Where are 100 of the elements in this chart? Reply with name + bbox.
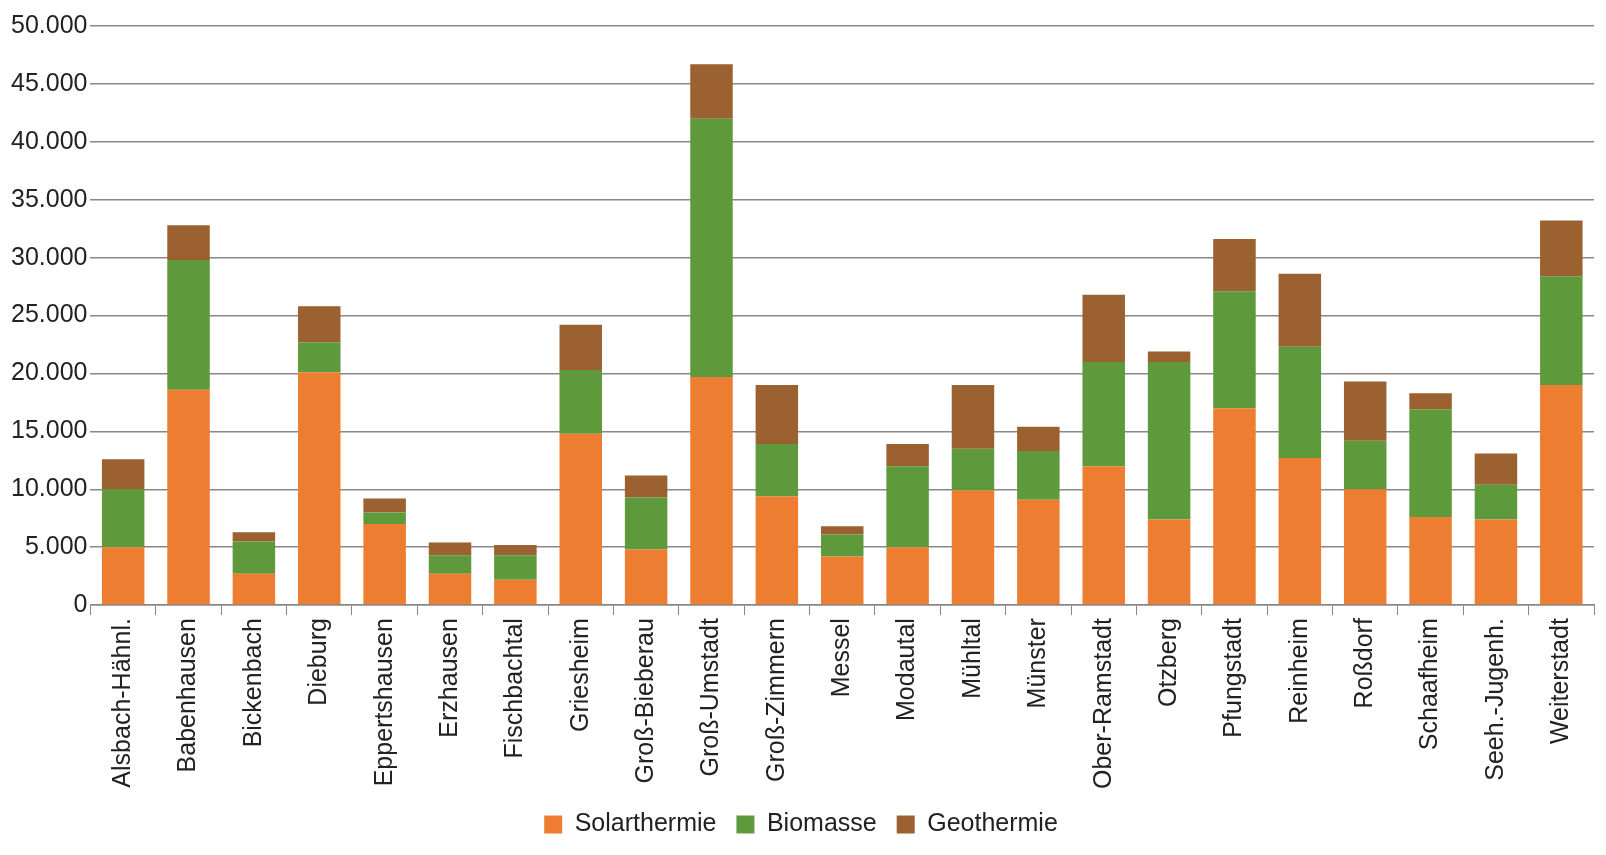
- bar: [298, 372, 341, 605]
- bar: [1147, 351, 1191, 362]
- x-tick-label: Pfungstadt: [1218, 618, 1247, 738]
- bar: [559, 324, 602, 370]
- x-tick-label: Groß-Zimmern: [760, 618, 789, 782]
- bar: [951, 448, 995, 491]
- y-tick-label: 20.000: [11, 357, 88, 386]
- bar: [820, 556, 864, 605]
- bar: [886, 444, 929, 467]
- bar: [1017, 426, 1060, 452]
- bar: [1540, 276, 1583, 386]
- x-tick-label: Weiterstadt: [1545, 618, 1574, 745]
- bar: [101, 489, 145, 548]
- y-tick-label: 30.000: [11, 241, 88, 270]
- x-tick-label: Erzhausen: [433, 618, 462, 738]
- bar: [1540, 220, 1583, 277]
- bar: [1540, 385, 1583, 605]
- y-tick-label: 35.000: [11, 183, 88, 212]
- bar: [1409, 409, 1452, 518]
- bar: [951, 490, 995, 605]
- x-tick-label: Schaafheim: [1414, 618, 1443, 751]
- bar: [559, 433, 602, 605]
- bar: [1474, 484, 1518, 520]
- bar: [1474, 453, 1518, 485]
- x-tick-label: Roßdorf: [1349, 618, 1378, 709]
- bar: [428, 573, 472, 605]
- bar: [755, 444, 799, 497]
- y-tick-label: 50.000: [11, 9, 88, 38]
- bar: [1409, 517, 1452, 605]
- bar: [232, 532, 276, 542]
- bar: [690, 64, 733, 119]
- bar: [167, 389, 210, 605]
- bar: [1082, 466, 1125, 605]
- bar: [363, 524, 406, 605]
- x-tick-label: Seeh.-Jugenh.: [1479, 618, 1508, 781]
- bar: [1213, 291, 1256, 409]
- bar: [820, 526, 864, 535]
- bar: [1082, 294, 1125, 362]
- x-tick-label: Eppertshausen: [368, 618, 397, 787]
- bar: [624, 497, 668, 550]
- bar: [298, 342, 341, 373]
- bar: [1213, 239, 1256, 292]
- x-tick-label: Mühltal: [956, 618, 985, 699]
- legend-label: Biomasse: [766, 808, 877, 837]
- bar: [690, 118, 733, 377]
- bar: [428, 555, 472, 574]
- x-tick-label: Alsbach-Hähnl.: [107, 618, 136, 788]
- x-tick-label: Fischbachtal: [499, 618, 528, 759]
- bar: [1278, 273, 1322, 347]
- x-tick-label: Ober-Ramstadt: [1087, 618, 1116, 789]
- bar: [1017, 451, 1060, 500]
- x-tick-label: Babenhausen: [172, 618, 201, 773]
- y-tick-label: 5.000: [24, 531, 88, 560]
- x-tick-label: Messel: [826, 618, 855, 698]
- bar: [1278, 458, 1322, 605]
- x-tick-label: Reinheim: [1283, 618, 1312, 724]
- bar: [559, 369, 602, 434]
- y-tick-label: 45.000: [11, 67, 88, 96]
- bar: [298, 306, 341, 343]
- x-tick-label: Dieburg: [303, 618, 332, 706]
- y-tick-label: 0: [73, 589, 88, 617]
- legend-label: Solarthermie: [574, 808, 717, 837]
- x-tick-label: Otzberg: [1152, 618, 1181, 708]
- y-tick-label: 15.000: [11, 415, 88, 444]
- bar: [1147, 361, 1191, 520]
- y-tick-label: 40.000: [11, 125, 88, 154]
- bar: [1343, 381, 1387, 441]
- bar: [755, 496, 799, 605]
- bar: [494, 579, 537, 605]
- bar: [101, 547, 145, 605]
- bar: [624, 475, 668, 498]
- bar: [363, 512, 406, 525]
- bar: [1409, 393, 1452, 410]
- bar: [167, 225, 210, 260]
- bar: [1082, 361, 1125, 467]
- bar: [1343, 489, 1387, 605]
- bar: [624, 549, 668, 605]
- bar: [820, 534, 864, 557]
- y-tick-label: 10.000: [11, 473, 88, 502]
- x-tick-label: Bickenbach: [237, 618, 266, 748]
- x-tick-label: Griesheim: [564, 618, 593, 733]
- bar: [101, 459, 145, 490]
- bar: [232, 573, 276, 605]
- bar: [167, 259, 210, 390]
- bar: [494, 555, 537, 580]
- bar: [1343, 440, 1387, 490]
- bar: [363, 498, 406, 513]
- bar: [886, 466, 929, 548]
- bar: [951, 385, 995, 449]
- y-tick-label: 25.000: [11, 299, 88, 328]
- bar: [1474, 519, 1518, 605]
- bar: [428, 542, 472, 556]
- bar: [755, 385, 799, 445]
- bar: [494, 544, 537, 556]
- x-tick-label: Modautal: [891, 618, 920, 721]
- x-tick-label: Münster: [1022, 618, 1051, 709]
- bar: [1213, 408, 1256, 605]
- bar: [690, 376, 733, 605]
- x-tick-label: Groß-Bieberau: [630, 618, 659, 784]
- x-tick-label: Groß-Umstadt: [695, 618, 724, 777]
